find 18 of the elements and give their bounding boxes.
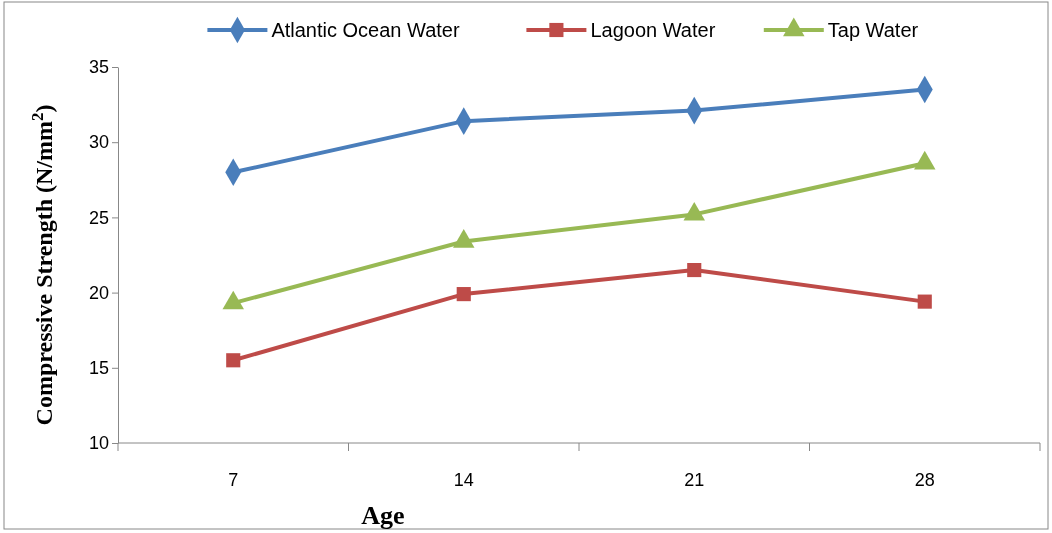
y-tick-label: 30 [88, 132, 109, 153]
legend-label: Lagoon Water [590, 19, 716, 41]
point [687, 262, 702, 278]
point [226, 353, 241, 368]
x-axis-title: Age [361, 501, 405, 530]
x-tick-label: 7 [228, 470, 239, 490]
legend-label: Atlantic Ocean Water [271, 19, 460, 41]
x-tick-label: 21 [684, 470, 705, 490]
point [456, 287, 471, 302]
y-tick-label: 15 [88, 358, 109, 379]
y-tick-label: 20 [88, 282, 109, 303]
y-tick-label: 10 [88, 433, 109, 454]
point [917, 294, 932, 309]
x-tick-label: 28 [914, 470, 935, 490]
y-tick-label: 25 [88, 207, 109, 228]
y-tick-label: 35 [88, 57, 109, 78]
x-tick-label: 14 [453, 470, 474, 490]
legend-label: Tap Water [827, 19, 919, 41]
